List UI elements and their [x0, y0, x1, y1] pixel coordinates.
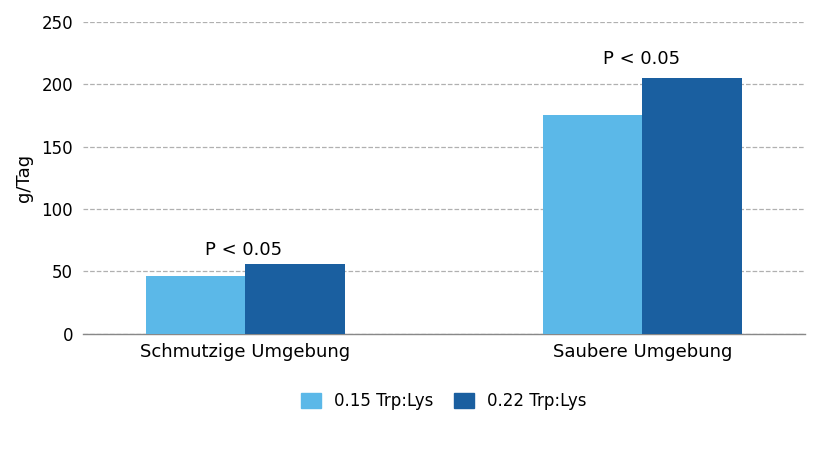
- Text: P < 0.05: P < 0.05: [602, 50, 679, 68]
- Text: P < 0.05: P < 0.05: [206, 241, 283, 259]
- Bar: [146, 276, 245, 334]
- Bar: [245, 264, 344, 334]
- Y-axis label: g/Tag: g/Tag: [15, 154, 33, 202]
- Legend: 0.15 Trp:Lys, 0.22 Trp:Lys: 0.15 Trp:Lys, 0.22 Trp:Lys: [294, 385, 593, 417]
- Bar: [542, 115, 642, 334]
- Bar: [642, 78, 741, 334]
